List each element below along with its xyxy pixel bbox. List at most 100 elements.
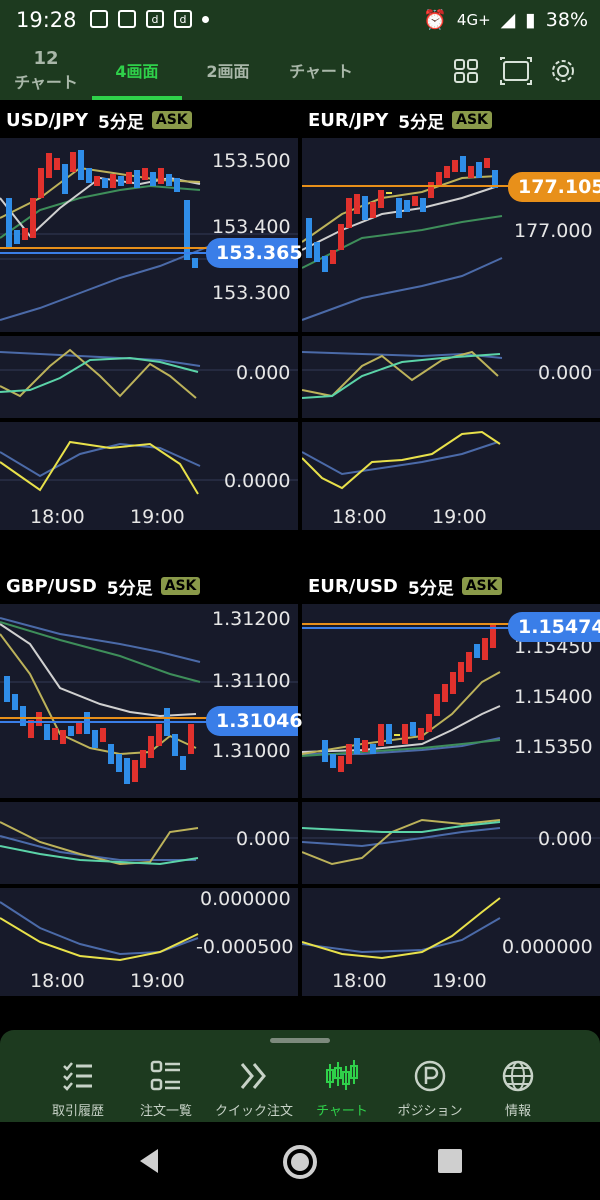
price-axis-label: 1.15350 xyxy=(514,736,593,758)
price-axis-label: 1.31000 xyxy=(212,740,291,762)
battery-label: 38% xyxy=(545,8,588,31)
timeframe-label: 5分足 xyxy=(106,578,153,599)
oscillator-1-eurusd[interactable]: 0.000 xyxy=(301,802,600,884)
oscillator-1-gbpusd[interactable]: 0.000 xyxy=(0,802,298,884)
price-chart-gbpusd[interactable]: 1.31200 1.31100 1.31000 1.31046 xyxy=(0,604,303,798)
price-chart-usdjpy[interactable]: 153.500 153.400 153.300 153.365 xyxy=(0,138,303,332)
nav-label: 注文一覧 xyxy=(139,1104,192,1119)
nav-info[interactable]: 情報 xyxy=(476,1058,560,1119)
price-axis-label: 1.31200 xyxy=(212,608,291,630)
drawer-handle[interactable] xyxy=(270,1038,330,1043)
battery-icon: ▮ xyxy=(525,8,536,31)
oscillator-1-usdjpy[interactable]: 0.000 xyxy=(0,336,298,418)
tab-12-label: 12 xyxy=(33,47,59,69)
current-price-tag: 153.365 xyxy=(206,238,303,268)
time-axis-label: 18:00 xyxy=(332,970,387,992)
tab-2-screen[interactable]: 2画面 xyxy=(206,62,250,81)
time-axis-label: 19:00 xyxy=(432,506,487,528)
price-axis-label: 153.400 xyxy=(212,216,291,238)
eurusd-candle-bodies xyxy=(322,624,496,772)
nav-quick-order[interactable]: クイック注文 xyxy=(212,1058,296,1119)
time-axis-label: 19:00 xyxy=(432,970,487,992)
network-label: 4G+ xyxy=(456,10,491,29)
oscillator-2-gbpusd[interactable]: 0.000000 -0.000500 xyxy=(0,888,298,996)
truck-icon xyxy=(118,10,136,28)
grid-icon[interactable] xyxy=(452,57,480,85)
eurjpy-candle-bodies xyxy=(306,156,498,272)
current-price-tag: 1.31046 xyxy=(206,706,303,736)
candlestick-icon xyxy=(326,1060,358,1090)
screen-icon[interactable] xyxy=(500,57,532,85)
oscillator-2-eurusd[interactable]: 0.000000 xyxy=(301,888,600,996)
signal-icon: ◢ xyxy=(500,8,516,31)
ask-badge: ASK xyxy=(151,111,192,129)
price-axis-label: 153.500 xyxy=(212,150,291,172)
ask-badge: ASK xyxy=(160,577,201,595)
panel-header-eurusd[interactable]: EUR/USD 5分足 ASK xyxy=(302,568,600,604)
osc1-axis-label: 0.000 xyxy=(538,362,593,384)
nav-label: チャート xyxy=(316,1104,368,1119)
price-chart-eurjpy[interactable]: 177.000 177.105 xyxy=(301,138,600,332)
eurjpy-candles xyxy=(301,156,512,321)
panel-header-gbpusd[interactable]: GBP/USD 5分足 ASK xyxy=(0,568,298,604)
osc1-axis-label: 0.000 xyxy=(538,828,593,850)
pair-label: EUR/USD xyxy=(308,575,398,597)
checklist-icon xyxy=(63,1062,92,1091)
double-chevron-icon xyxy=(240,1063,266,1089)
osc2-axis-label: 0.000000 xyxy=(502,936,593,958)
position-icon xyxy=(414,1060,446,1092)
gbpusd-candle-bodies xyxy=(4,676,194,784)
time-axis-label: 18:00 xyxy=(30,970,85,992)
panel-header-eurjpy[interactable]: EUR/JPY 5分足 ASK xyxy=(302,102,600,138)
recents-icon[interactable] xyxy=(437,1148,463,1174)
tab-chart[interactable]: チャート xyxy=(289,62,353,81)
current-price-tag: 177.105 xyxy=(508,172,600,202)
status-bar: 19:28 d d ⏰ 4G+ ◢ ▮ 38% xyxy=(0,0,600,40)
globe-icon xyxy=(502,1060,534,1092)
panel-header-usdjpy[interactable]: USD/JPY 5分足 ASK xyxy=(0,102,298,138)
osc2-axis-label: 0.0000 xyxy=(224,470,291,492)
price-axis-label: 1.31100 xyxy=(212,670,291,692)
status-time: 19:28 xyxy=(16,8,77,32)
nav-label: クイック注文 xyxy=(214,1104,293,1119)
nav-position[interactable]: ポジション xyxy=(388,1058,472,1119)
usdjpy-candle-bodies xyxy=(6,150,198,268)
nav-label: ポジション xyxy=(397,1104,463,1119)
nav-label: 取引履歴 xyxy=(51,1104,104,1119)
ask-badge: ASK xyxy=(461,577,502,595)
pair-label: USD/JPY xyxy=(6,109,89,131)
d-app-icon: d xyxy=(146,10,164,28)
current-price-tag: 1.15474 xyxy=(508,612,600,642)
oscillator-2-usdjpy[interactable]: 0.0000 xyxy=(0,422,298,530)
time-axis-label: 19:00 xyxy=(130,970,185,992)
osc1-axis-label: 0.000 xyxy=(236,362,291,384)
home-icon[interactable] xyxy=(282,1144,318,1180)
gbpusd-candles xyxy=(0,617,298,784)
osc2-axis-label: 0.000000 xyxy=(200,888,291,910)
tab-12-chart[interactable]: 12 チャート xyxy=(8,40,84,100)
nav-label: 情報 xyxy=(504,1104,531,1119)
image-icon xyxy=(90,10,108,28)
time-axis-label: 18:00 xyxy=(332,506,387,528)
nav-order-list[interactable]: 注文一覧 xyxy=(124,1058,208,1119)
list-icon xyxy=(150,1060,180,1091)
oscillator-1-eurjpy[interactable]: 0.000 xyxy=(301,336,600,418)
price-chart-eurusd[interactable]: 1.15450 1.15400 1.15350 1.15474 xyxy=(301,604,600,798)
settings-icon[interactable] xyxy=(549,57,577,85)
ask-badge: ASK xyxy=(452,111,492,129)
nav-chart[interactable]: チャート xyxy=(300,1058,384,1119)
time-axis-label: 19:00 xyxy=(130,506,185,528)
active-tab-indicator xyxy=(92,96,182,100)
timeframe-label: 5分足 xyxy=(407,578,454,599)
pair-label: GBP/USD xyxy=(6,575,97,597)
more-dot-icon xyxy=(202,15,209,23)
nav-trade-history[interactable]: 取引履歴 xyxy=(36,1058,120,1119)
timeframe-label: 5分足 xyxy=(98,112,144,133)
tab-4-screen[interactable]: 4画面 xyxy=(115,62,159,81)
bottom-navigation: 取引履歴 注文一覧 クイック注文 チャート ポジション xyxy=(0,1030,600,1122)
oscillator-2-eurjpy[interactable] xyxy=(301,422,600,530)
price-axis-label: 177.000 xyxy=(514,220,593,242)
system-navigation xyxy=(0,1122,600,1200)
price-axis-label: 153.300 xyxy=(212,282,291,304)
back-icon[interactable] xyxy=(134,1146,164,1176)
